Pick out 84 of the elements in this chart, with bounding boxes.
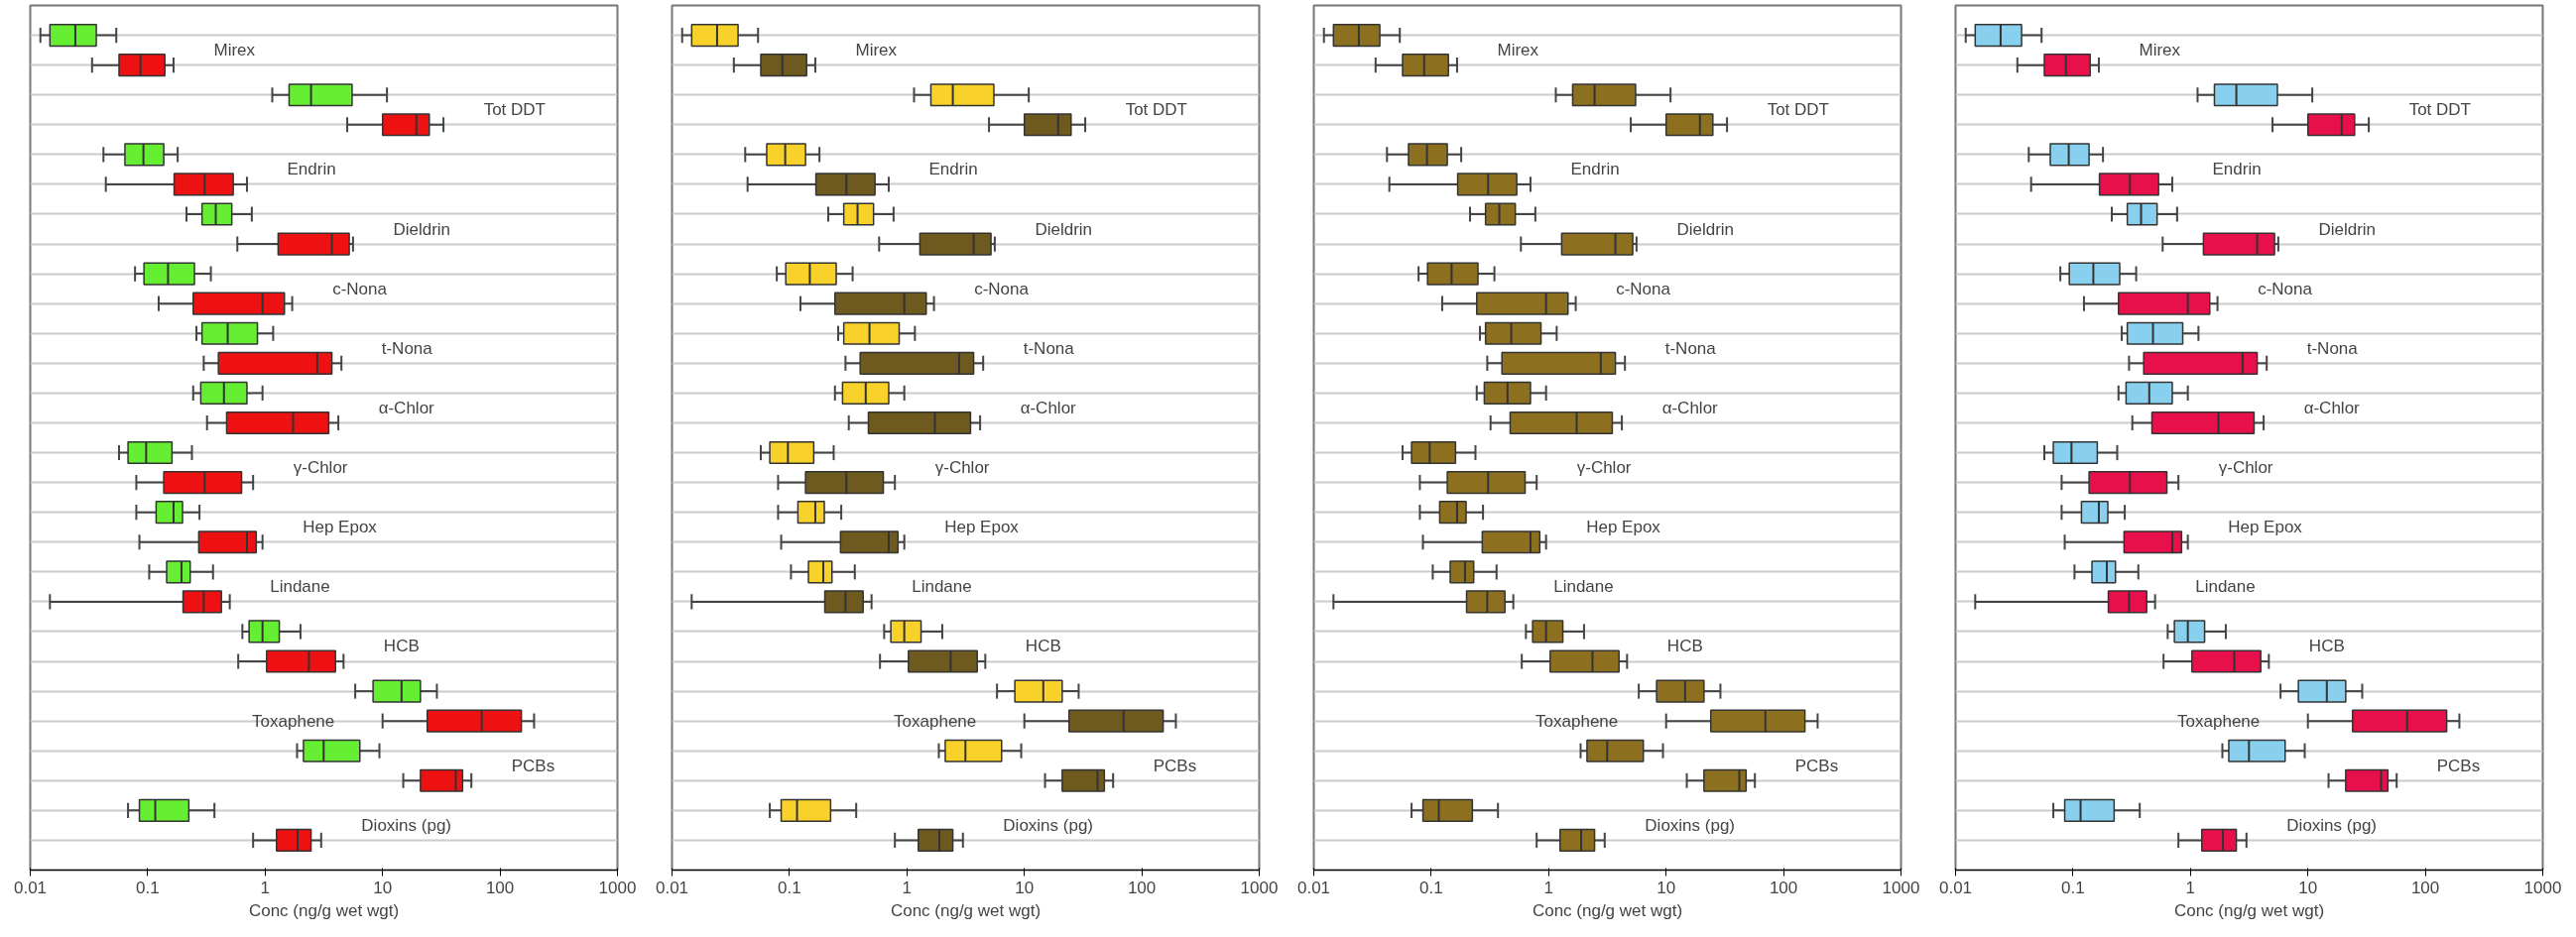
x-tick-label: 1	[902, 878, 913, 897]
x-tick-label: 0.01	[1296, 878, 1331, 897]
category-label: Mirex	[855, 41, 898, 60]
category-label: PCBs	[1153, 756, 1197, 775]
x-tick-label: 0.01	[655, 878, 689, 897]
x-tick-label: 1	[2185, 878, 2196, 897]
x-tick-label: 0.01	[13, 878, 48, 897]
x-tick-label: 10	[1656, 878, 1676, 897]
x-tick-label: 10	[373, 878, 393, 897]
x-tick-label: 1000	[598, 878, 637, 897]
category-label: t-Nona	[381, 338, 432, 358]
category-label: HCB	[2308, 637, 2345, 656]
category-label: Lindane	[2195, 577, 2256, 597]
x-tick-label: 0.1	[2061, 878, 2085, 897]
category-label: Dieldrin	[393, 219, 451, 239]
x-tick-label: 1	[1543, 878, 1554, 897]
category-label: Dieldrin	[2318, 219, 2377, 239]
category-label: HCB	[1666, 637, 1703, 656]
x-tick-label: 1	[260, 878, 271, 897]
category-label: Mirex	[1497, 41, 1539, 60]
category-label: c-Nona	[2258, 279, 2312, 298]
category-label: Hep Epox	[1586, 518, 1660, 537]
category-label: Dioxins (pg)	[361, 815, 452, 835]
x-tick-label: 1000	[1882, 878, 1920, 897]
category-label: Mirex	[2139, 41, 2181, 60]
category-label: Tot DDT	[2408, 100, 2471, 120]
category-label: t-Nona	[2306, 338, 2358, 358]
category-label: Toxaphene	[894, 711, 977, 731]
category-label: Toxaphene	[1535, 711, 1619, 731]
category-label: γ-Chlor	[1576, 458, 1632, 478]
category-label: Dioxins (pg)	[2286, 815, 2378, 835]
category-label: Mirex	[213, 41, 256, 60]
x-tick-label: 0.1	[1419, 878, 1443, 897]
category-label: α-Chlor	[1661, 398, 1718, 417]
category-label: γ-Chlor	[934, 458, 990, 478]
x-tick-label: 100	[485, 878, 515, 897]
x-tick-label: 100	[2410, 878, 2440, 897]
category-label: PCBs	[1794, 756, 1839, 775]
category-label: α-Chlor	[1020, 398, 1076, 417]
category-label: Endrin	[2212, 160, 2262, 179]
category-label: c-Nona	[1616, 279, 1670, 298]
x-tick-label: 100	[1769, 878, 1798, 897]
category-label: c-Nona	[974, 279, 1029, 298]
category-label: Tot DDT	[1767, 100, 1829, 120]
x-tick-label: 1000	[1240, 878, 1279, 897]
category-label: Dioxins (pg)	[1645, 815, 1736, 835]
category-label: Endrin	[1570, 160, 1620, 179]
category-label: PCBs	[2436, 756, 2481, 775]
x-tick-label: 0.01	[1938, 878, 1973, 897]
x-tick-label: 10	[1015, 878, 1035, 897]
category-label: PCBs	[511, 756, 555, 775]
category-label: HCB	[383, 637, 420, 656]
x-tick-label: 100	[1127, 878, 1157, 897]
category-label: Endrin	[928, 160, 978, 179]
category-label: HCB	[1025, 637, 1061, 656]
category-label: Endrin	[287, 160, 336, 179]
category-label: Tot DDT	[483, 100, 546, 120]
category-label: γ-Chlor	[293, 458, 348, 478]
category-label: Toxaphene	[2177, 711, 2261, 731]
x-axis-title: Conc (ng/g wet wgt)	[2173, 900, 2325, 920]
category-label: Dioxins (pg)	[1003, 815, 1094, 835]
category-label: Hep Epox	[944, 518, 1019, 537]
category-label: Lindane	[270, 577, 330, 597]
category-label: t-Nona	[1023, 338, 1074, 358]
category-label: α-Chlor	[2303, 398, 2360, 417]
x-tick-label: 0.1	[136, 878, 160, 897]
category-label: t-Nona	[1664, 338, 1716, 358]
category-label: Tot DDT	[1125, 100, 1187, 120]
x-tick-label: 0.1	[778, 878, 801, 897]
x-tick-label: 10	[2298, 878, 2318, 897]
category-label: Dieldrin	[1035, 219, 1093, 239]
x-axis-title: Conc (ng/g wet wgt)	[248, 900, 400, 920]
category-label: Hep Epox	[2228, 518, 2302, 537]
x-axis-title: Conc (ng/g wet wgt)	[890, 900, 1042, 920]
category-label: Hep Epox	[303, 518, 377, 537]
category-label: c-Nona	[332, 279, 387, 298]
category-label: Dieldrin	[1676, 219, 1735, 239]
category-label: Lindane	[1553, 577, 1614, 597]
category-label: α-Chlor	[378, 398, 434, 417]
category-label: γ-Chlor	[2218, 458, 2273, 478]
x-tick-label: 1000	[2523, 878, 2562, 897]
category-label: Toxaphene	[252, 711, 335, 731]
x-axis-title: Conc (ng/g wet wgt)	[1532, 900, 1683, 920]
category-label: Lindane	[912, 577, 972, 597]
